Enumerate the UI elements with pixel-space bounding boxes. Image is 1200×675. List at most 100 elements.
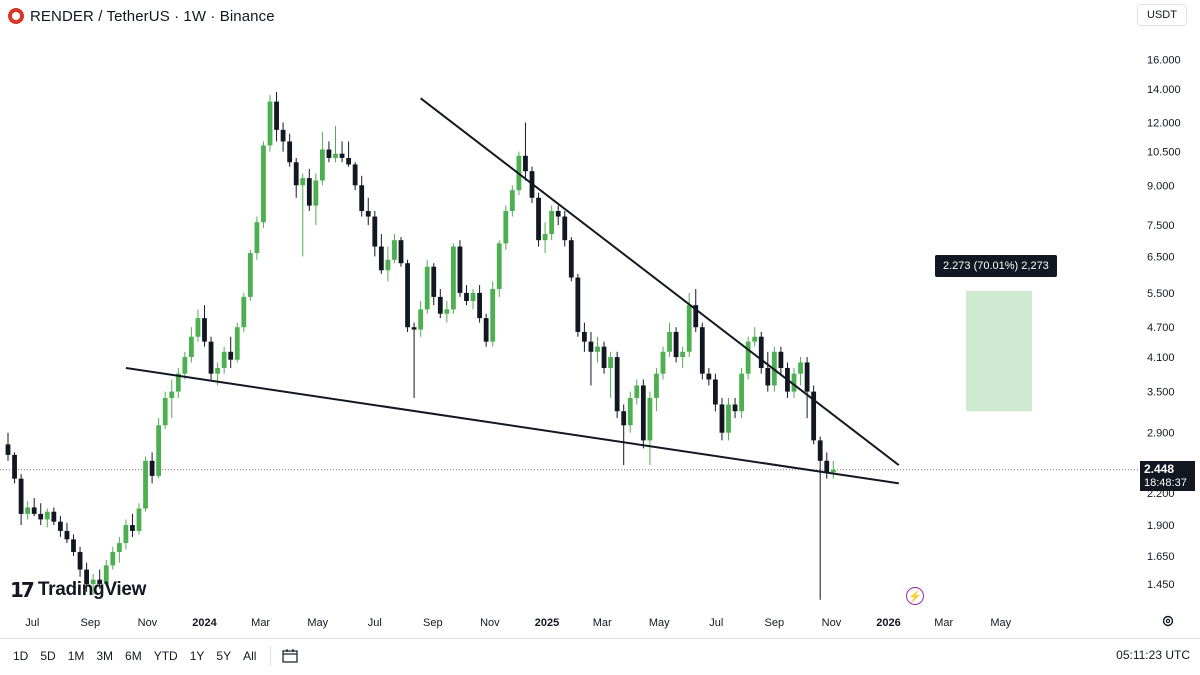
candle-body bbox=[542, 234, 548, 241]
candle-body bbox=[523, 155, 528, 172]
range-button-5d[interactable]: 5D bbox=[40, 648, 56, 663]
measure-label: 2.273 (70.01%) 2,273 bbox=[935, 255, 1057, 277]
candle bbox=[136, 503, 142, 535]
resistance-trendline bbox=[420, 97, 900, 466]
candle bbox=[405, 259, 410, 332]
candle-body bbox=[627, 397, 633, 426]
candle bbox=[110, 546, 116, 570]
candle bbox=[640, 379, 646, 449]
candle-body bbox=[156, 425, 162, 476]
candle-body bbox=[490, 288, 496, 342]
candle-body bbox=[254, 222, 260, 254]
range-button-1y[interactable]: 1Y bbox=[189, 648, 205, 663]
candle-body bbox=[739, 373, 744, 412]
candle bbox=[51, 507, 57, 526]
candle bbox=[247, 249, 253, 301]
candle-body bbox=[261, 145, 266, 223]
candle-body bbox=[293, 162, 299, 186]
utc-clock[interactable]: 05:11:23 UTC bbox=[1116, 648, 1190, 662]
candle bbox=[627, 391, 633, 433]
candle bbox=[496, 240, 502, 297]
candle bbox=[680, 346, 686, 368]
y-tick-label: 1.900 bbox=[1147, 520, 1175, 532]
range-button-6m[interactable]: 6M bbox=[125, 648, 142, 663]
candle-body bbox=[418, 309, 424, 330]
y-tick-label: 16.000 bbox=[1147, 55, 1181, 67]
y-tick-label: 2.900 bbox=[1147, 428, 1175, 440]
lightning-icon[interactable]: ⚡ bbox=[906, 587, 924, 605]
candle bbox=[699, 322, 705, 380]
candle bbox=[58, 516, 63, 537]
candle-body bbox=[509, 190, 515, 212]
candle bbox=[706, 367, 712, 386]
candle bbox=[18, 474, 24, 526]
candle-body bbox=[824, 460, 830, 473]
candle-body bbox=[667, 331, 672, 352]
x-tick-label: 2026 bbox=[876, 617, 900, 629]
candle bbox=[588, 331, 594, 386]
candle bbox=[306, 168, 312, 212]
candle bbox=[228, 336, 234, 368]
candle-body bbox=[359, 185, 365, 212]
candle-body bbox=[654, 373, 659, 398]
candle bbox=[143, 456, 148, 512]
candle bbox=[431, 263, 437, 306]
candle-body bbox=[457, 246, 463, 293]
candle-body bbox=[215, 367, 220, 374]
candle-body bbox=[562, 216, 568, 241]
candle-body bbox=[320, 149, 325, 181]
candle bbox=[38, 503, 44, 526]
candle bbox=[614, 351, 620, 419]
candle bbox=[234, 322, 240, 363]
candle-body bbox=[372, 216, 378, 247]
x-tick-label: Jul bbox=[709, 617, 723, 629]
candle-body bbox=[130, 525, 135, 531]
candle-body bbox=[5, 444, 11, 455]
tradingview-logo[interactable]: 17 TradingView bbox=[10, 578, 146, 602]
candle-body bbox=[706, 373, 712, 380]
candle-body bbox=[306, 178, 312, 206]
candle bbox=[758, 331, 764, 374]
range-button-ytd[interactable]: YTD bbox=[153, 648, 178, 663]
candle bbox=[175, 367, 181, 398]
range-button-1m[interactable]: 1M bbox=[67, 648, 85, 663]
x-tick-label: Sep bbox=[81, 617, 101, 629]
candle bbox=[123, 519, 129, 550]
candle-body bbox=[660, 351, 666, 374]
candle-body bbox=[44, 511, 50, 520]
symbol-title[interactable]: RENDER / TetherUS · 1W · Binance bbox=[30, 7, 275, 25]
measure-box-layer bbox=[966, 290, 1032, 412]
x-tick-label: May bbox=[649, 617, 670, 629]
range-button-all[interactable]: All bbox=[243, 648, 257, 663]
candle-body bbox=[758, 336, 764, 368]
y-axis[interactable]: 16.000 14.000 12.000 10.500 9.000 7.500 6.500 5… bbox=[1147, 55, 1181, 592]
currency-button[interactable]: USDT bbox=[1137, 4, 1187, 26]
x-axis[interactable]: Jul Sep Nov 2024 Mar May Jul Sep Nov 2025 Mar May Ju… bbox=[25, 617, 1011, 629]
candle-body bbox=[470, 292, 476, 301]
candle bbox=[280, 122, 286, 152]
candle-body bbox=[352, 164, 358, 186]
candle-body bbox=[411, 327, 417, 330]
candle-body bbox=[483, 318, 489, 342]
candle bbox=[326, 141, 332, 163]
candle-body bbox=[719, 404, 725, 433]
candle-body bbox=[575, 277, 581, 332]
candle-body bbox=[477, 292, 482, 319]
range-button-1d[interactable]: 1D bbox=[13, 648, 29, 663]
candle-body bbox=[77, 551, 83, 570]
candle-body bbox=[241, 296, 247, 328]
gear-icon[interactable] bbox=[1161, 614, 1175, 628]
candle bbox=[169, 379, 175, 419]
candle bbox=[568, 237, 574, 282]
candle bbox=[267, 95, 273, 152]
range-button-5y[interactable]: 5Y bbox=[216, 648, 232, 663]
render-coin-icon bbox=[8, 8, 24, 24]
candle bbox=[824, 452, 830, 479]
range-button-3m[interactable]: 3M bbox=[96, 648, 114, 663]
candle bbox=[300, 173, 306, 257]
candle-body bbox=[136, 508, 142, 531]
calendar-range-icon[interactable] bbox=[281, 648, 299, 664]
candle bbox=[575, 273, 581, 337]
candle-body bbox=[25, 507, 31, 514]
